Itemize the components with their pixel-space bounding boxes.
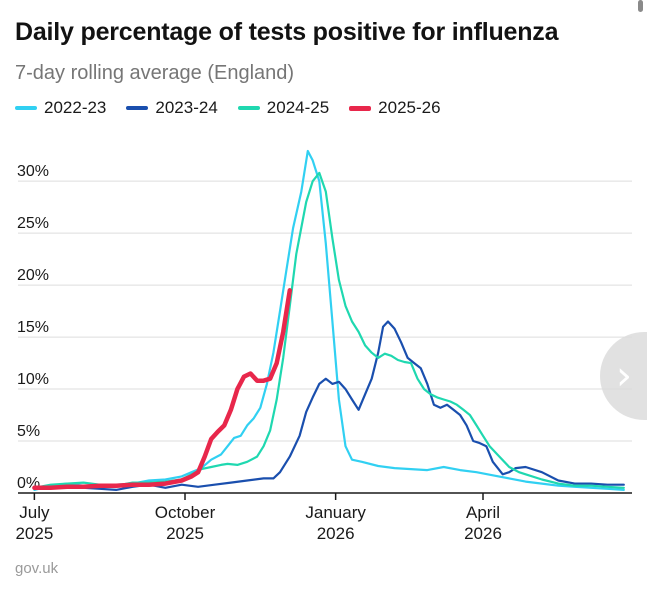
gridlines	[18, 180, 632, 442]
x-axis: July 2025 October 2025 January 2026 April 2026	[15, 492, 632, 543]
legend-label: 2023-24	[155, 98, 218, 117]
y-tick-label: 30%	[17, 163, 49, 180]
x-tick-label-year: 2025	[15, 524, 53, 543]
chart-title: Daily percentage of tests positive for i…	[15, 18, 559, 46]
legend-item: 2023-24	[126, 98, 218, 118]
legend-label: 2025-26	[378, 98, 441, 117]
legend-item: 2022-23	[15, 98, 106, 118]
legend-label: 2024-25	[266, 98, 330, 117]
series-line-2025-26	[32, 288, 293, 491]
legend-swatch	[237, 106, 260, 110]
legend-swatch	[126, 106, 149, 110]
series-line-2023-24	[33, 320, 625, 491]
chart-subtitle: 7-day rolling average (England)	[15, 62, 295, 84]
legend-item: 2024-25	[237, 98, 330, 118]
series-lines	[32, 149, 625, 491]
legend-swatch	[15, 106, 37, 110]
x-tick-label-month: April	[466, 503, 500, 522]
y-tick-label: 20%	[17, 267, 49, 284]
x-tick-label-year: 2026	[464, 524, 502, 543]
x-tick-label-month: January	[305, 503, 366, 522]
y-tick-label: 5%	[17, 423, 40, 440]
x-tick-label-year: 2026	[317, 524, 355, 543]
legend-label: 2022-23	[44, 98, 107, 117]
x-tick-label-month: July	[19, 503, 50, 522]
y-tick-label: 15%	[17, 319, 49, 336]
x-tick-label-month: October	[155, 503, 216, 522]
y-axis-labels: 0%5%10%15%20%25%30%	[17, 163, 49, 492]
y-tick-label: 25%	[17, 215, 49, 232]
legend-item: 2025-26	[349, 98, 441, 118]
legend-swatch	[349, 105, 372, 111]
scrollbar-thumb[interactable]	[638, 0, 643, 12]
chart-legend: 2022-23 2023-24 2024-25 2025-26	[15, 98, 441, 118]
chevron-right-icon: ›	[616, 353, 632, 399]
x-tick-label-year: 2025	[166, 524, 204, 543]
series-line-2022-23	[33, 149, 625, 491]
source-label: gov.uk	[15, 560, 59, 577]
y-tick-label: 10%	[17, 371, 49, 388]
